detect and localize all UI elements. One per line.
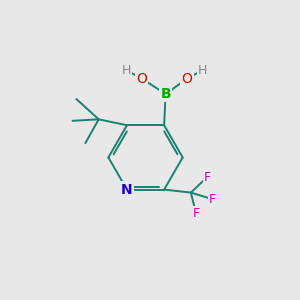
Text: F: F (204, 171, 211, 184)
Text: B: B (160, 87, 171, 101)
Text: F: F (209, 193, 216, 206)
Text: O: O (136, 72, 147, 86)
Text: H: H (198, 64, 207, 77)
Text: N: N (121, 183, 133, 196)
Text: F: F (193, 208, 200, 220)
Text: O: O (182, 72, 192, 86)
Text: H: H (122, 64, 131, 77)
